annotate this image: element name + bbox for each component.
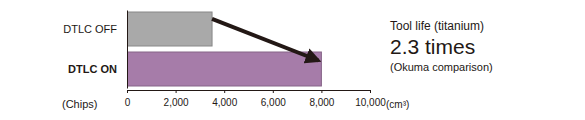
tick-label: 4,000 (212, 97, 237, 108)
tick-label: 6,000 (261, 97, 286, 108)
chart: 02,0004,0006,0008,00010,000DTLC OFFDTLC … (0, 0, 585, 120)
tick: DTLC OFF (63, 23, 117, 35)
arrow (212, 19, 318, 61)
tick-mark (224, 90, 225, 93)
tick-mark (370, 90, 371, 93)
axis-title: (Chips) (62, 98, 97, 110)
tick-mark (321, 90, 322, 93)
tick: DTLC ON (68, 63, 117, 75)
category-label: DTLC OFF (63, 23, 117, 35)
bar (127, 52, 321, 86)
annotation: (Okuma comparison) (390, 61, 493, 73)
axis-line (128, 91, 371, 94)
axis-line (127, 11, 128, 89)
tick: 6,000 (261, 90, 286, 108)
axis-unit: (cm³) (386, 99, 409, 110)
y-axis: DTLC OFF DTLC ON (63, 11, 127, 89)
tick: 4,000 (212, 90, 237, 108)
tick-label: 2,000 (164, 97, 189, 108)
bars (127, 12, 321, 86)
category-label: DTLC ON (68, 63, 117, 75)
tick: 10,000 (355, 90, 386, 108)
annotation: 2.3 times (390, 35, 475, 58)
tick-label: 10,000 (355, 97, 386, 108)
tick: 8,000 (309, 90, 334, 108)
bar (127, 12, 212, 46)
tick-label: 0 (125, 97, 131, 108)
tick-mark (273, 90, 274, 93)
tick-label: 8,000 (309, 97, 334, 108)
tick: 2,000 (164, 90, 189, 108)
tick-mark (127, 90, 128, 93)
tick: 0 (125, 90, 131, 108)
x-axis: 0 2,000 4,000 6,000 8,000 10,000 (125, 90, 387, 108)
annotation: Tool life (titanium) (390, 19, 484, 33)
tick-mark (176, 90, 177, 93)
